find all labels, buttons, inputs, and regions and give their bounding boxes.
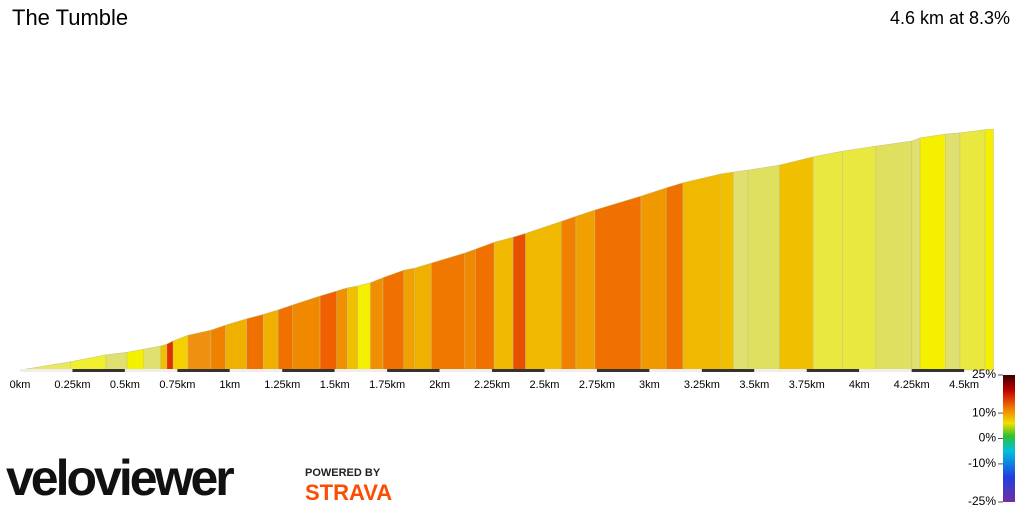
x-tick-label: 0.75km (159, 379, 195, 391)
profile-segment (812, 150, 843, 371)
x-tick-label: 2.75km (579, 379, 615, 391)
distance-strip (20, 369, 73, 372)
x-tick-label: 3.25km (684, 379, 720, 391)
gradient-scale-bar (1003, 375, 1015, 502)
profile-segment (414, 262, 432, 371)
chart-title: The Tumble (12, 5, 128, 30)
profile-segment (875, 140, 912, 371)
x-tick-label: 3km (639, 379, 660, 391)
distance-strip (596, 369, 650, 372)
distance-strip (334, 369, 388, 372)
profile-segment (70, 354, 107, 371)
profile-segment (464, 248, 476, 371)
x-tick-label: 3.75km (789, 379, 825, 391)
x-tick-label: 2.25km (474, 379, 510, 391)
x-tick-label: 4km (849, 379, 870, 391)
scale-tick-label: 25% (972, 367, 996, 381)
x-tick-label: 0km (10, 379, 31, 391)
profile-segment (172, 334, 189, 371)
profile-segment (594, 195, 642, 371)
x-tick-label: 4.25km (894, 379, 930, 391)
profile-segment (126, 348, 145, 371)
distance-strip (282, 369, 335, 372)
distance-strip (177, 369, 230, 372)
profile-segment (263, 309, 279, 371)
profile-segment (640, 187, 667, 371)
x-tick-label: 1.5km (320, 379, 350, 391)
distance-strip (701, 369, 755, 372)
profile-segment (959, 129, 986, 371)
x-tick-label: 1.25km (264, 379, 300, 391)
profile-segment (779, 156, 814, 371)
profile-segment (733, 169, 749, 371)
profile-segment (919, 133, 946, 371)
distance-strip (806, 369, 860, 372)
profile-segment (210, 324, 226, 371)
partner-logo: STRAVA (305, 480, 392, 505)
profile-segment (166, 340, 174, 371)
profile-segment (19, 361, 71, 371)
chart-subtitle: 4.6 km at 8.3% (890, 8, 1010, 28)
scale-tick-label: 10% (972, 405, 996, 419)
distance-strip (439, 369, 493, 372)
distance-strip (911, 369, 965, 372)
profile-segment (493, 236, 514, 371)
distance-strip (229, 369, 283, 372)
profile-segment (575, 209, 596, 371)
powered-by: POWERED BY (305, 467, 381, 479)
profile-segment (370, 277, 384, 371)
profile-segment (246, 314, 264, 371)
profile-segment (984, 128, 994, 371)
x-tick-label: 2km (429, 379, 450, 391)
profile-segment (720, 171, 734, 371)
scale-tick-label: 0% (979, 431, 997, 445)
distance-strip (124, 369, 178, 372)
profile-segment (842, 145, 877, 371)
x-tick-label: 0.5km (110, 379, 140, 391)
x-tick-label: 3.5km (739, 379, 769, 391)
profile-segment (403, 267, 415, 371)
profile-segment (944, 132, 961, 371)
profile-segment (382, 269, 405, 371)
profile-segment (277, 304, 293, 371)
profile-segment (561, 215, 577, 371)
x-tick-label: 1.75km (369, 379, 405, 391)
profile-segment (187, 329, 212, 371)
profile-segment (357, 282, 371, 371)
x-tick-label: 4.5km (949, 379, 979, 391)
profile-segment (319, 290, 338, 371)
distance-strip (544, 369, 597, 372)
distance-strip (859, 369, 912, 372)
profile-segment (747, 164, 780, 371)
distance-strip (649, 369, 702, 372)
profile-segment (475, 241, 495, 371)
profile-segment (525, 221, 562, 371)
profile-segment (105, 352, 128, 371)
x-tick-label: 0.25km (54, 379, 90, 391)
profile-segment (225, 318, 247, 371)
profile-segment (682, 173, 722, 371)
profile-segment (911, 137, 921, 371)
profile-segment (347, 285, 359, 371)
profile-segment (292, 295, 321, 371)
profile-segment (143, 345, 161, 371)
distance-strip (492, 369, 545, 372)
scale-tick-label: -25% (968, 494, 996, 508)
profile-segment (336, 287, 348, 371)
profile-segment (512, 233, 526, 371)
scale-tick-label: -10% (968, 456, 996, 470)
distance-strip (754, 369, 807, 372)
profile-segment (430, 252, 466, 371)
x-tick-label: 2.5km (530, 379, 560, 391)
distance-strip (72, 369, 125, 372)
profile-segment (665, 182, 684, 371)
profile-segment (160, 343, 168, 371)
x-tick-label: 1km (219, 379, 240, 391)
distance-strip (387, 369, 440, 372)
brand-logo: veloviewer (6, 450, 234, 506)
